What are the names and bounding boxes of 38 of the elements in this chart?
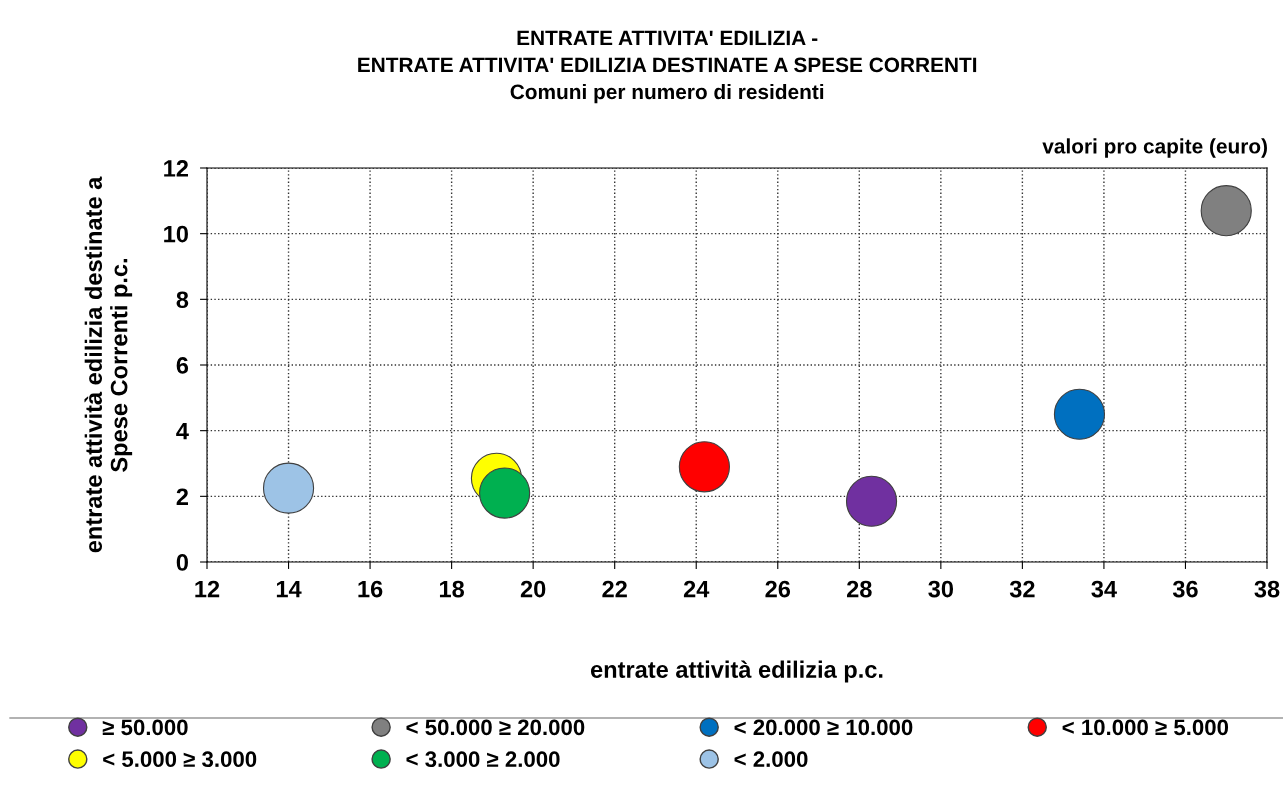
- point: [479, 467, 531, 519]
- legend-label: < 5.000 ≥ 3.000: [103, 751, 257, 768]
- y-axis-title: entrate attività edilizia destinate a Spese Correnti p.c.: [84, 176, 133, 553]
- y-tick-label: 0: [176, 554, 188, 571]
- point: [1200, 185, 1252, 237]
- x-tick-label: 32: [1009, 580, 1035, 598]
- legend-label: < 3.000 ≥ 2.000: [406, 751, 560, 768]
- legend-label: < 20.000 ≥ 10.000: [734, 719, 913, 736]
- legend-label: ≥ 50.000: [102, 719, 188, 736]
- point: [845, 475, 898, 527]
- chart-title: ENTRATE ATTIVITA' EDILIZIA - ENTRATE ATTIVITA' EDILIZIA DESTINATE A SPESE CORRENTI Comuni per numero di residenti: [358, 30, 977, 104]
- x-tick-label: 22: [602, 580, 627, 598]
- x-tick-label: 14: [276, 580, 302, 598]
- x-tick-label: 28: [847, 580, 872, 598]
- legend-label: < 50.000 ≥ 20.000: [406, 719, 585, 736]
- x-tick-label: 36: [1172, 580, 1198, 598]
- y-tick-label: 10: [164, 225, 188, 243]
- y-tick-label: 4: [176, 422, 189, 440]
- x-tick-label: 30: [928, 580, 954, 598]
- y-tick-label: 12: [164, 160, 188, 177]
- text: valori pro capite (euro): [1042, 138, 1267, 158]
- x-tick-label: 38: [1254, 580, 1280, 598]
- x-tick-label: 26: [765, 580, 791, 598]
- point: [678, 441, 730, 493]
- point: [1053, 388, 1106, 440]
- x-tick-label: 16: [358, 580, 383, 598]
- x-tick-label: 18: [439, 580, 465, 598]
- x-tick-label: 34: [1091, 580, 1117, 598]
- y-tick-label: 6: [176, 357, 189, 374]
- point: [262, 462, 315, 514]
- x-tick-label: 24: [683, 580, 710, 598]
- legend-label: < 10.000 ≥ 5.000: [1062, 719, 1229, 736]
- x-axis-title: entrate attività edilizia p.c.: [590, 660, 883, 683]
- y-tick-label: 2: [176, 488, 188, 505]
- legend-label: < 2.000: [734, 751, 808, 768]
- y-tick-label: 8: [176, 291, 189, 309]
- x-tick-label: 12: [195, 580, 220, 598]
- x-tick-label: 20: [520, 580, 546, 598]
